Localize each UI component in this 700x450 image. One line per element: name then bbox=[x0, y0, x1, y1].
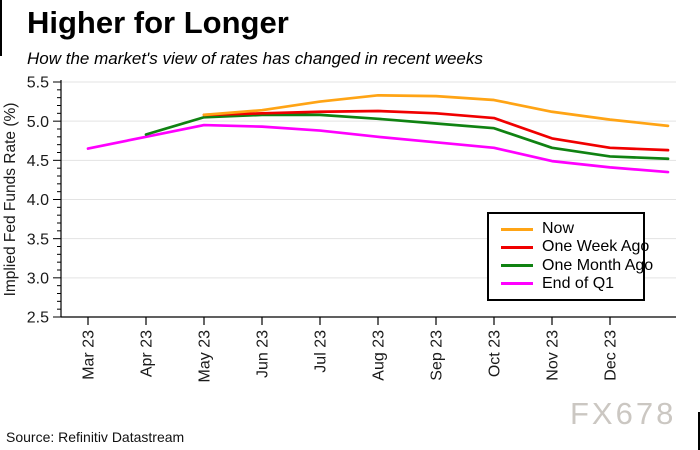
x-tick-label: Oct 23 bbox=[487, 330, 504, 377]
x-tick-label: May 23 bbox=[197, 330, 214, 383]
legend-swatch-one-week-ago bbox=[501, 245, 533, 249]
x-tick-label: Dec 23 bbox=[603, 330, 620, 381]
y-tick-label: 5.5 bbox=[27, 75, 49, 92]
y-axis-title: Implied Fed Funds Rate (%) bbox=[2, 103, 19, 297]
legend-item: One Week Ago bbox=[501, 238, 649, 256]
legend-swatch-one-month-ago bbox=[501, 264, 533, 268]
x-tick-label: Mar 23 bbox=[81, 330, 98, 380]
x-tick-label: Nov 23 bbox=[545, 330, 562, 381]
series-line-now bbox=[202, 93, 670, 128]
series-line-one-week-ago bbox=[202, 109, 670, 152]
x-tick-label: Jul 23 bbox=[313, 330, 330, 373]
y-tick-label: 3.5 bbox=[27, 231, 49, 248]
legend-label-one-month-ago: One Month Ago bbox=[542, 256, 654, 274]
y-tick-label: 2.5 bbox=[27, 310, 49, 327]
page-subtitle: How the market's view of rates has chang… bbox=[27, 49, 483, 68]
x-tick-label: Jun 23 bbox=[255, 330, 272, 378]
x-tick-label: Aug 23 bbox=[371, 330, 388, 381]
series-line-end-of-q1 bbox=[86, 123, 670, 174]
legend-item: Now bbox=[501, 220, 635, 238]
legend-swatch-now bbox=[501, 227, 533, 231]
y-tick-label: 4.0 bbox=[27, 192, 49, 209]
legend-swatch-end-of-q1 bbox=[501, 282, 533, 286]
y-tick-label: 3.0 bbox=[27, 270, 49, 287]
y-tick-label: 4.5 bbox=[27, 153, 49, 170]
x-tick-label: Sep 23 bbox=[429, 330, 446, 381]
legend-label-end-of-q1: End of Q1 bbox=[542, 274, 615, 292]
source-note: Source: Refinitiv Datastream bbox=[6, 429, 185, 445]
crop-mark-bottom-right bbox=[698, 412, 700, 450]
series-line-one-month-ago bbox=[144, 113, 670, 161]
legend: Now One Week Ago One Month Ago End of Q1 bbox=[487, 212, 653, 301]
page-title: Higher for Longer bbox=[27, 5, 289, 40]
x-tick-label: Apr 23 bbox=[139, 330, 156, 377]
legend-item: One Month Ago bbox=[501, 257, 653, 275]
crop-mark-top-left bbox=[0, 0, 2, 56]
watermark-fx678: FX678 bbox=[570, 396, 677, 431]
legend-item: End of Q1 bbox=[501, 275, 635, 293]
y-tick-label: 5.0 bbox=[27, 114, 49, 131]
legend-label-now: Now bbox=[542, 220, 575, 238]
legend-label-one-week-ago: One Week Ago bbox=[542, 238, 650, 256]
